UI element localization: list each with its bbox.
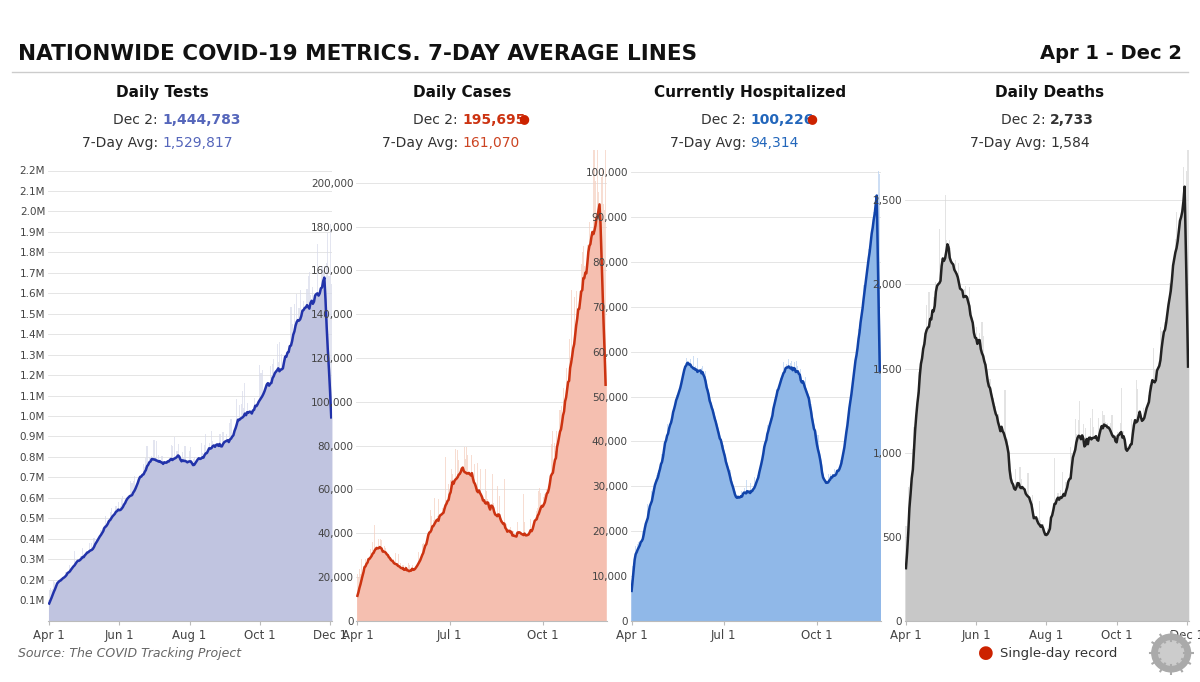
Text: 100,226: 100,226 [750, 113, 814, 127]
Text: 1,584: 1,584 [1050, 136, 1090, 151]
Text: 195,695: 195,695 [462, 113, 526, 127]
Text: 1,529,817: 1,529,817 [162, 136, 233, 151]
Text: 1,444,783: 1,444,783 [162, 113, 240, 127]
Text: Source: The COVID Tracking Project: Source: The COVID Tracking Project [18, 647, 241, 660]
Text: 7-Day Avg:: 7-Day Avg: [670, 136, 750, 151]
Text: Single-day record: Single-day record [1000, 647, 1117, 660]
Text: 161,070: 161,070 [462, 136, 520, 151]
Text: 94,314: 94,314 [750, 136, 798, 151]
Circle shape [1152, 634, 1190, 672]
Text: Daily Tests: Daily Tests [115, 85, 209, 100]
Text: ●: ● [518, 112, 529, 125]
Text: Dec 2:: Dec 2: [1001, 113, 1050, 127]
Text: 7-Day Avg:: 7-Day Avg: [382, 136, 462, 151]
Text: NATIONWIDE COVID-19 METRICS. 7-DAY AVERAGE LINES: NATIONWIDE COVID-19 METRICS. 7-DAY AVERA… [18, 44, 697, 64]
Text: Dec 2:: Dec 2: [701, 113, 750, 127]
Text: Currently Hospitalized: Currently Hospitalized [654, 85, 846, 100]
Circle shape [1159, 641, 1183, 665]
Text: ●: ● [806, 112, 817, 125]
Text: 2,733: 2,733 [1050, 113, 1094, 127]
Text: 7-Day Avg:: 7-Day Avg: [82, 136, 162, 151]
Text: Daily Cases: Daily Cases [413, 85, 511, 100]
Text: Daily Deaths: Daily Deaths [996, 85, 1104, 100]
Text: 7-Day Avg:: 7-Day Avg: [970, 136, 1050, 151]
Text: Apr 1 - Dec 2: Apr 1 - Dec 2 [1040, 44, 1182, 63]
Text: ●: ● [978, 644, 994, 662]
Text: Dec 2:: Dec 2: [413, 113, 462, 127]
Text: Dec 2:: Dec 2: [113, 113, 162, 127]
